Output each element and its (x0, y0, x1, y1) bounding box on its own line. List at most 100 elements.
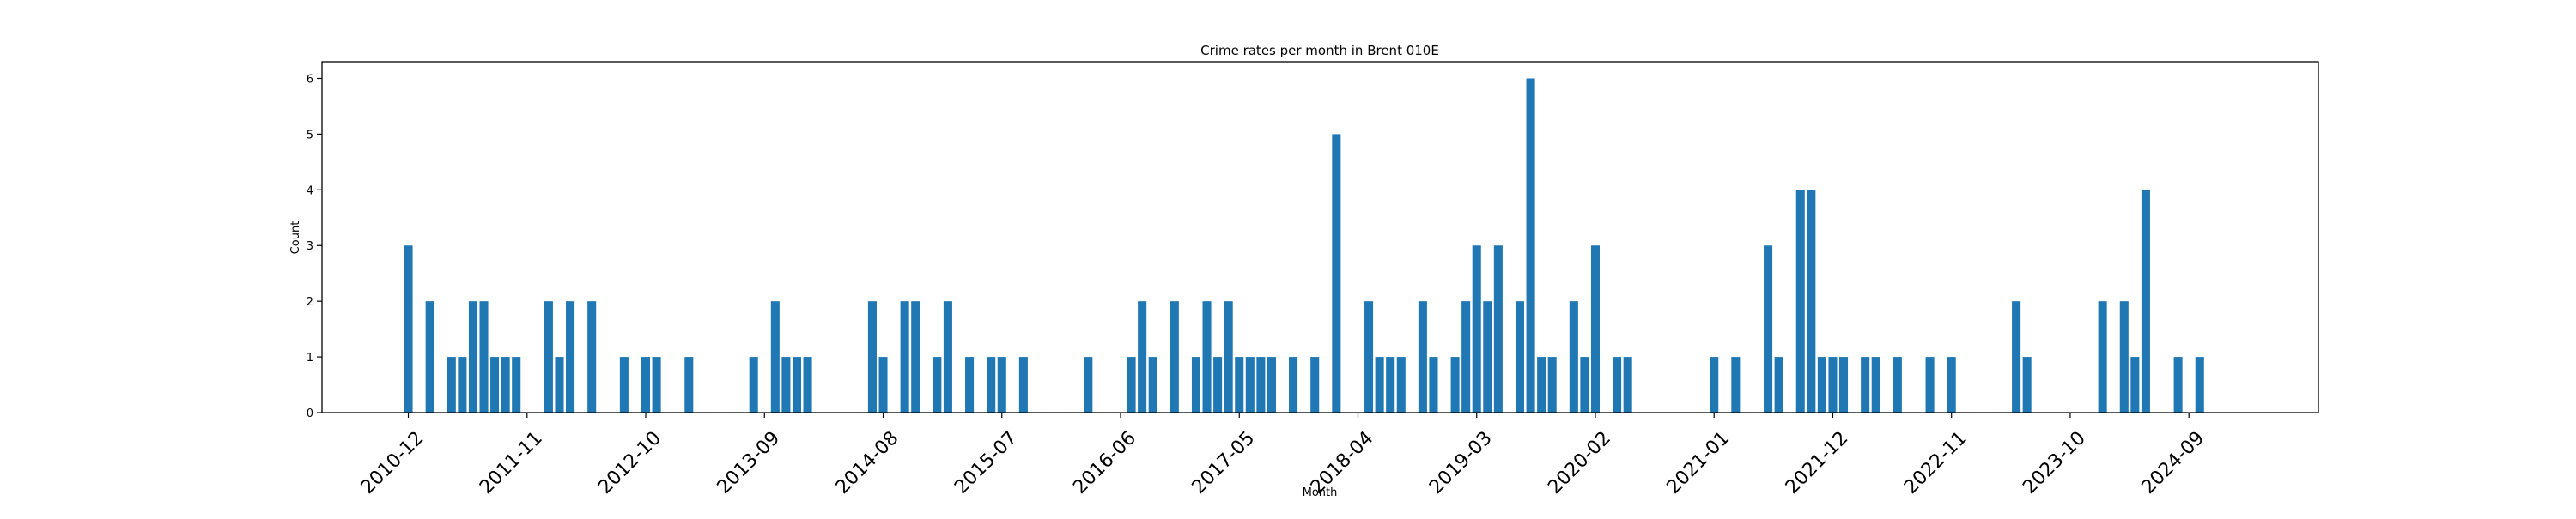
y-tick-label: 5 (307, 129, 313, 142)
bar-2015-06 (987, 357, 996, 413)
y-tick-label: 0 (307, 407, 313, 420)
bar-2013-10 (770, 301, 780, 413)
bar-2012-01 (544, 301, 553, 413)
bar-2021-01 (1710, 357, 1719, 413)
bar-2014-08 (878, 357, 888, 413)
x-tick-label: 2021-12 (1782, 427, 1853, 498)
bar-2021-12 (1828, 357, 1838, 413)
x-axis-label: Month (1303, 486, 1338, 499)
bar-2013-12 (792, 357, 801, 413)
bar-2011-10 (512, 357, 521, 413)
bar-2014-10 (900, 301, 909, 413)
bar-2015-07 (997, 357, 1006, 413)
bar-2021-07 (1774, 357, 1783, 413)
x-tick-label: 2019-03 (1425, 427, 1497, 498)
bar-2012-05 (587, 301, 597, 413)
bar-2011-02 (425, 301, 434, 413)
x-tick-label: 2017-05 (1188, 427, 1260, 498)
y-tick-label: 2 (307, 296, 313, 309)
bar-2020-02 (1590, 245, 1600, 413)
bar-2017-08 (1267, 357, 1276, 413)
bar-2024-03 (2119, 301, 2129, 413)
bar-2019-02 (1461, 301, 1471, 413)
y-tick-label: 4 (307, 184, 313, 197)
bar-2022-09 (1925, 357, 1935, 413)
bar-2017-07 (1256, 357, 1266, 413)
x-tick-label: 2015-07 (951, 427, 1022, 498)
bar-2018-05 (1364, 301, 1374, 413)
bar-2022-06 (1893, 357, 1902, 413)
bar-2018-07 (1386, 357, 1395, 413)
bar-2017-04 (1224, 301, 1233, 413)
y-axis-label: Count (289, 221, 302, 255)
bar-2014-11 (911, 301, 920, 413)
bar-2024-01 (2098, 301, 2107, 413)
bar-2018-02 (1332, 134, 1341, 413)
y-tick-label: 1 (307, 352, 313, 365)
bar-2016-08 (1138, 301, 1147, 413)
bar-2024-10 (2195, 357, 2204, 413)
bar-2015-04 (965, 357, 975, 413)
x-tick-label: 2020-02 (1544, 427, 1615, 498)
bar-2019-09 (1537, 357, 1546, 413)
bar-2017-06 (1245, 357, 1255, 413)
x-tick-label: 2014-08 (832, 427, 903, 498)
x-tick-label: 2024-09 (2138, 427, 2209, 498)
bar-2019-10 (1547, 357, 1557, 413)
x-tick-label: 2010-12 (357, 427, 428, 498)
bar-2013-02 (684, 357, 694, 413)
x-tick-label: 2016-06 (1069, 427, 1140, 498)
bar-2018-06 (1375, 357, 1384, 413)
bar-2019-03 (1472, 245, 1481, 413)
plot-frame (321, 61, 2319, 413)
bar-2011-05 (458, 357, 467, 413)
bar-2021-10 (1807, 190, 1816, 413)
x-tick-label: 2021-01 (1663, 427, 1735, 498)
bar-2020-04 (1613, 357, 1622, 413)
bar-2020-05 (1623, 357, 1632, 413)
bar-2021-06 (1764, 245, 1773, 413)
bar-2011-09 (501, 357, 510, 413)
bar-2018-11 (1429, 357, 1438, 413)
bar-2017-05 (1235, 357, 1244, 413)
bar-2019-12 (1569, 301, 1578, 413)
bar-2022-04 (1871, 357, 1880, 413)
x-tick-label: 2013-09 (714, 427, 785, 498)
bar-2011-08 (490, 357, 500, 413)
bars-layer (404, 78, 2204, 413)
x-axis: 2010-12 2011-11 2012-10 2013-09 2014-08 2015-… (357, 413, 2208, 498)
bar-2023-06 (2022, 357, 2032, 413)
bar-2012-10 (641, 357, 651, 413)
bar-2011-07 (479, 301, 489, 413)
bar-2019-08 (1526, 78, 1535, 413)
bar-2011-04 (447, 357, 456, 413)
bar-2017-10 (1289, 357, 1298, 413)
bar-2010-12 (404, 245, 413, 413)
bar-2023-05 (2012, 301, 2021, 413)
bar-2013-08 (749, 357, 758, 413)
bar-2024-08 (2173, 357, 2183, 413)
bar-2015-09 (1018, 357, 1028, 413)
y-tick-label: 3 (307, 240, 313, 253)
bar-2016-09 (1148, 357, 1157, 413)
bar-2012-03 (566, 301, 575, 413)
bar-2012-08 (619, 357, 629, 413)
bar-2016-11 (1170, 301, 1179, 413)
bar-2011-06 (468, 301, 477, 413)
bar-2022-01 (1839, 357, 1849, 413)
bar-2018-08 (1396, 357, 1406, 413)
bar-2021-09 (1795, 190, 1805, 413)
chart-title: Crime rates per month in Brent 010E (1200, 43, 1439, 58)
x-tick-label: 2022-11 (1900, 427, 1971, 498)
y-axis: 0 1 2 3 4 5 6 (307, 73, 322, 420)
bar-2018-10 (1418, 301, 1427, 413)
bar-2024-04 (2130, 357, 2140, 413)
bar-2016-03 (1084, 357, 1093, 413)
bar-2017-12 (1310, 357, 1320, 413)
bar-2022-11 (1947, 357, 1956, 413)
bar-2012-11 (652, 357, 661, 413)
x-tick-label: 2012-10 (594, 427, 665, 498)
bar-2022-03 (1861, 357, 1870, 413)
